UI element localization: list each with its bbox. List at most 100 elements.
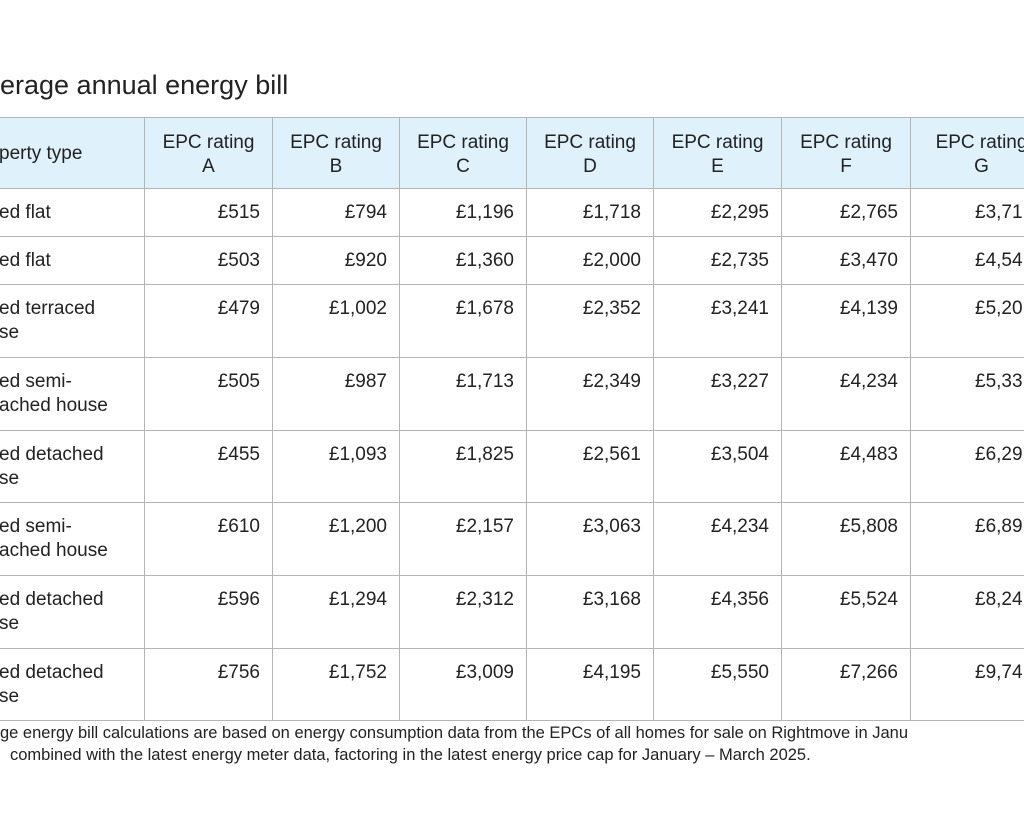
cell-line: EPC rating (290, 132, 382, 153)
value-cell: £455 (145, 431, 273, 503)
value-cell: £1,093 (273, 431, 400, 503)
value-cell: £5,524 (782, 576, 911, 649)
row-label: ed detached se (0, 431, 145, 503)
value-cell: £1,825 (400, 431, 527, 503)
cell-line: B (329, 156, 343, 177)
value-cell: £4,54 (911, 237, 1024, 285)
cell-line: se (0, 322, 20, 343)
value-cell: £503 (145, 237, 273, 285)
cell-line: EPC rating (935, 132, 1024, 153)
header-cell: EPC rating D (527, 117, 654, 189)
value-cell: £3,063 (527, 503, 654, 576)
cell-line: ed terraced (0, 298, 96, 319)
value-cell: £3,470 (782, 237, 911, 285)
cell-line: se (0, 686, 20, 707)
value-cell: £4,139 (782, 285, 911, 358)
value-cell: £5,550 (654, 649, 782, 721)
value-cell: £3,241 (654, 285, 782, 358)
cell-line: A (202, 156, 215, 177)
value-cell: £4,356 (654, 576, 782, 649)
row-label: ed flat (0, 237, 145, 285)
value-cell: £987 (273, 358, 400, 431)
value-cell: £2,561 (527, 431, 654, 503)
value-cell: £2,735 (654, 237, 782, 285)
cell-line: ached house (0, 395, 108, 416)
value-cell: £1,718 (527, 189, 654, 237)
value-cell: £1,752 (273, 649, 400, 721)
cell-line: ed semi- (0, 371, 72, 392)
cell-line: ed detached (0, 589, 104, 610)
cell-line: ed detached (0, 662, 104, 683)
cell-line: EPC rating (162, 132, 255, 153)
value-cell: £4,234 (654, 503, 782, 576)
cell-line: ed flat (0, 202, 51, 223)
value-cell: £5,20 (911, 285, 1024, 358)
cell-line: ed semi- (0, 516, 72, 537)
cell-line: EPC rating (671, 132, 764, 153)
cell-line: EPC rating (800, 132, 892, 153)
cell-line: se (0, 468, 20, 489)
value-cell: £5,808 (782, 503, 911, 576)
value-cell: £2,000 (527, 237, 654, 285)
value-cell: £1,678 (400, 285, 527, 358)
cell-line: ached house (0, 540, 108, 561)
row-label: ed flat (0, 189, 145, 237)
value-cell: £9,74 (911, 649, 1024, 721)
row-label: ed semi-ached house (0, 503, 145, 576)
value-cell: £1,196 (400, 189, 527, 237)
value-cell: £4,234 (782, 358, 911, 431)
header-cell: EPC rating A (145, 117, 273, 189)
value-cell: £610 (145, 503, 273, 576)
footnote-line: ge energy bill calculations are based on… (0, 724, 909, 742)
value-cell: £3,504 (654, 431, 782, 503)
row-label: ed semi-ached house (0, 358, 145, 431)
cell-line: perty type (0, 143, 83, 164)
value-cell: £6,89 (911, 503, 1024, 576)
value-cell: £2,349 (527, 358, 654, 431)
cell-line: F (840, 156, 852, 177)
value-cell: £2,295 (654, 189, 782, 237)
value-cell: £505 (145, 358, 273, 431)
header-cell: EPC rating E (654, 117, 782, 189)
value-cell: £1,294 (273, 576, 400, 649)
header-cell: EPC rating G (911, 117, 1024, 189)
value-cell: £515 (145, 189, 273, 237)
cell-line: EPC rating (417, 132, 509, 153)
cell-line: C (456, 156, 470, 177)
cell-line: se (0, 613, 20, 634)
value-cell: £2,765 (782, 189, 911, 237)
header-cell: EPC rating F (782, 117, 911, 189)
value-cell: £1,713 (400, 358, 527, 431)
header-cell: perty type (0, 117, 145, 189)
header-cell: EPC rating C (400, 117, 527, 189)
value-cell: £1,002 (273, 285, 400, 358)
cell-line: ed flat (0, 250, 51, 271)
cell-line: G (974, 156, 989, 177)
value-cell: £920 (273, 237, 400, 285)
value-cell: £479 (145, 285, 273, 358)
value-cell: £756 (145, 649, 273, 721)
row-label: ed detached se (0, 576, 145, 649)
header-cell: EPC rating B (273, 117, 400, 189)
value-cell: £3,168 (527, 576, 654, 649)
value-cell: £8,24 (911, 576, 1024, 649)
value-cell: £4,483 (782, 431, 911, 503)
value-cell: £596 (145, 576, 273, 649)
value-cell: £3,227 (654, 358, 782, 431)
cell-line: ed detached (0, 444, 104, 465)
footnote-line: combined with the latest energy meter da… (10, 746, 811, 764)
value-cell: £2,157 (400, 503, 527, 576)
row-label: ed detached se (0, 649, 145, 721)
title: erage annual energy bill (0, 70, 289, 100)
value-cell: £3,71 (911, 189, 1024, 237)
row-label: ed terraced se (0, 285, 145, 358)
cell-line: D (583, 156, 597, 177)
cell-line: E (711, 156, 724, 177)
value-cell: £7,266 (782, 649, 911, 721)
value-cell: £2,312 (400, 576, 527, 649)
value-cell: £2,352 (527, 285, 654, 358)
value-cell: £1,360 (400, 237, 527, 285)
value-cell: £6,29 (911, 431, 1024, 503)
value-cell: £3,009 (400, 649, 527, 721)
